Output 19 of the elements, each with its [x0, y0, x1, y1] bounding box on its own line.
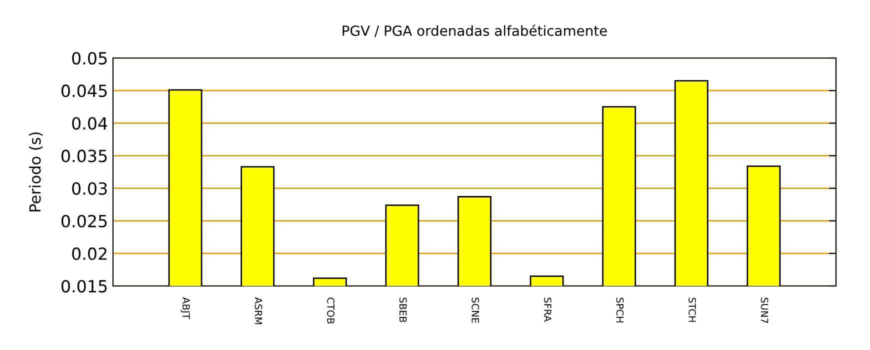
y-tick-label: 0.03: [72, 182, 107, 195]
y-tick-label: 0.025: [62, 214, 107, 228]
y-tick-label: 0.035: [62, 150, 107, 162]
y-tick-label: 0.045: [62, 84, 107, 98]
y-tick-label: 0.05: [72, 52, 107, 65]
x-tick-label: SFRA: [544, 298, 552, 322]
x-tick-label: SPCH: [616, 298, 624, 322]
x-tick-label: ASRM: [254, 297, 262, 324]
x-tick-label: SBEB: [399, 298, 407, 322]
x-tick-label: STCH: [688, 298, 696, 322]
y-tick-label: 0.04: [72, 117, 108, 130]
x-tick-label: CTOB: [327, 298, 334, 324]
y-tick-label: 0.015: [62, 280, 107, 293]
x-tick-label: ABJT: [180, 297, 190, 320]
chart-title: PGV / PGA ordenadas alfabéticamente: [342, 24, 607, 38]
y-axis-title: Periodo (s): [28, 132, 43, 212]
x-tick-label: SUN7: [760, 298, 768, 324]
y-tick-label: 0.02: [72, 247, 106, 260]
x-tick-label: SCNE: [472, 298, 480, 323]
